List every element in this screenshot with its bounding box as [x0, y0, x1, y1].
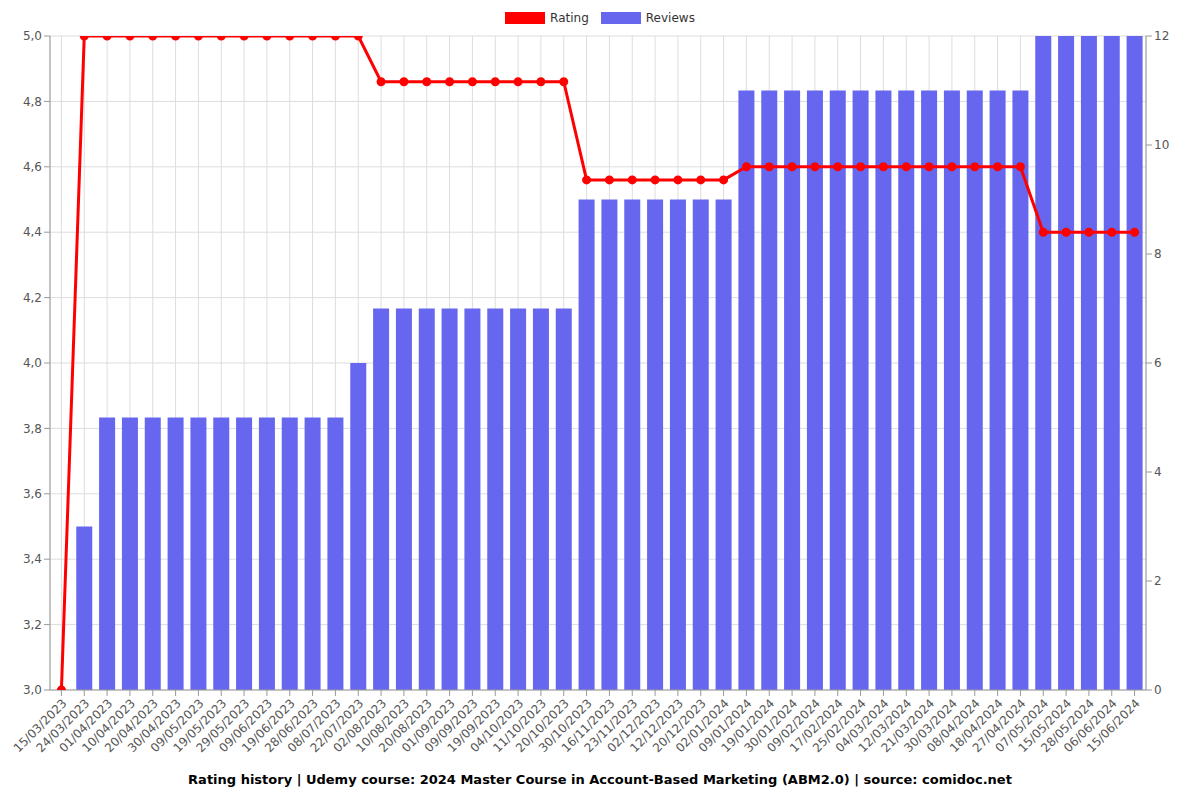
svg-text:06/06/2024: 06/06/2024 — [1061, 696, 1120, 756]
svg-text:07/05/2024: 07/05/2024 — [992, 696, 1052, 756]
svg-text:2: 2 — [1154, 574, 1162, 588]
svg-text:10/04/2023: 10/04/2023 — [79, 696, 139, 756]
svg-text:4,0: 4,0 — [23, 356, 42, 370]
svg-text:23/11/2023: 23/11/2023 — [581, 696, 641, 756]
svg-text:20/10/2023: 20/10/2023 — [513, 696, 572, 756]
svg-text:02/08/2023: 02/08/2023 — [330, 696, 390, 756]
svg-text:20/12/2023: 20/12/2023 — [650, 696, 709, 756]
svg-text:15/06/2024: 15/06/2024 — [1084, 696, 1143, 755]
svg-text:6: 6 — [1154, 356, 1162, 370]
svg-text:18/04/2024: 18/04/2024 — [946, 696, 1006, 756]
svg-text:3,8: 3,8 — [23, 422, 42, 436]
svg-text:19/06/2023: 19/06/2023 — [239, 696, 298, 756]
svg-text:10: 10 — [1154, 138, 1169, 152]
svg-text:15/03/2023: 15/03/2023 — [10, 696, 70, 756]
svg-text:16/11/2023: 16/11/2023 — [558, 696, 618, 756]
svg-text:04/03/2024: 04/03/2024 — [832, 696, 892, 756]
svg-text:0: 0 — [1154, 683, 1162, 697]
svg-text:09/09/2023: 09/09/2023 — [421, 696, 481, 756]
svg-text:02/12/2023: 02/12/2023 — [604, 696, 664, 756]
svg-text:4: 4 — [1154, 465, 1162, 479]
svg-text:8: 8 — [1154, 247, 1162, 261]
svg-text:27/04/2024: 27/04/2024 — [969, 696, 1029, 756]
svg-text:3,4: 3,4 — [23, 552, 42, 566]
svg-text:5,0: 5,0 — [23, 29, 42, 43]
svg-text:09/05/2023: 09/05/2023 — [147, 696, 207, 756]
svg-text:17/02/2024: 17/02/2024 — [787, 696, 846, 756]
html-text:Reviews: Reviews — [645, 11, 695, 25]
svg-text:28/06/2023: 28/06/2023 — [261, 696, 321, 756]
svg-text:19/01/2024: 19/01/2024 — [718, 696, 778, 756]
svg-text:19/05/2023: 19/05/2023 — [170, 696, 230, 756]
svg-text:21/03/2024: 21/03/2024 — [878, 696, 938, 756]
svg-text:22/07/2023: 22/07/2023 — [307, 696, 367, 756]
svg-text:02/01/2024: 02/01/2024 — [672, 696, 732, 756]
svg-text:08/07/2023: 08/07/2023 — [284, 696, 344, 756]
svg-text:3,2: 3,2 — [23, 618, 42, 632]
html-text:Rating history | Udemy course:: Rating history | Udemy course: 2024 Mast… — [188, 772, 1012, 787]
svg-text:30/10/2023: 30/10/2023 — [535, 696, 595, 756]
svg-text:12/03/2024: 12/03/2024 — [855, 696, 915, 756]
svg-text:19/09/2023: 19/09/2023 — [444, 696, 504, 756]
svg-text:28/05/2024: 28/05/2024 — [1038, 696, 1098, 756]
svg-text:15/05/2024: 15/05/2024 — [1015, 696, 1075, 756]
svg-text:4,4: 4,4 — [23, 225, 42, 239]
svg-text:20/08/2023: 20/08/2023 — [376, 696, 435, 756]
svg-text:09/01/2024: 09/01/2024 — [695, 696, 755, 756]
svg-text:11/10/2023: 11/10/2023 — [490, 696, 550, 756]
svg-text:3,6: 3,6 — [23, 487, 42, 501]
svg-text:12: 12 — [1154, 29, 1169, 43]
svg-text:04/10/2023: 04/10/2023 — [467, 696, 527, 756]
svg-text:09/06/2023: 09/06/2023 — [216, 696, 276, 756]
svg-text:29/05/2023: 29/05/2023 — [193, 696, 253, 756]
svg-text:24/03/2023: 24/03/2023 — [33, 696, 93, 756]
svg-text:30/01/2024: 30/01/2024 — [741, 696, 801, 756]
svg-text:12/12/2023: 12/12/2023 — [627, 696, 687, 756]
svg-text:30/03/2024: 30/03/2024 — [901, 696, 961, 756]
svg-text:4,8: 4,8 — [23, 95, 42, 109]
html-text:Rating: Rating — [550, 11, 589, 25]
svg-text:01/04/2023: 01/04/2023 — [56, 696, 116, 756]
svg-text:20/04/2023: 20/04/2023 — [102, 696, 161, 756]
svg-text:10/08/2023: 10/08/2023 — [353, 696, 413, 756]
svg-text:09/02/2024: 09/02/2024 — [764, 696, 824, 756]
svg-text:3,0: 3,0 — [23, 683, 42, 697]
svg-text:4,6: 4,6 — [23, 160, 42, 174]
svg-text:4,2: 4,2 — [23, 291, 42, 305]
svg-text:30/04/2023: 30/04/2023 — [124, 696, 184, 756]
svg-text:08/04/2024: 08/04/2024 — [924, 696, 983, 756]
svg-text:01/09/2023: 01/09/2023 — [398, 696, 458, 756]
svg-text:25/02/2024: 25/02/2024 — [809, 696, 869, 756]
